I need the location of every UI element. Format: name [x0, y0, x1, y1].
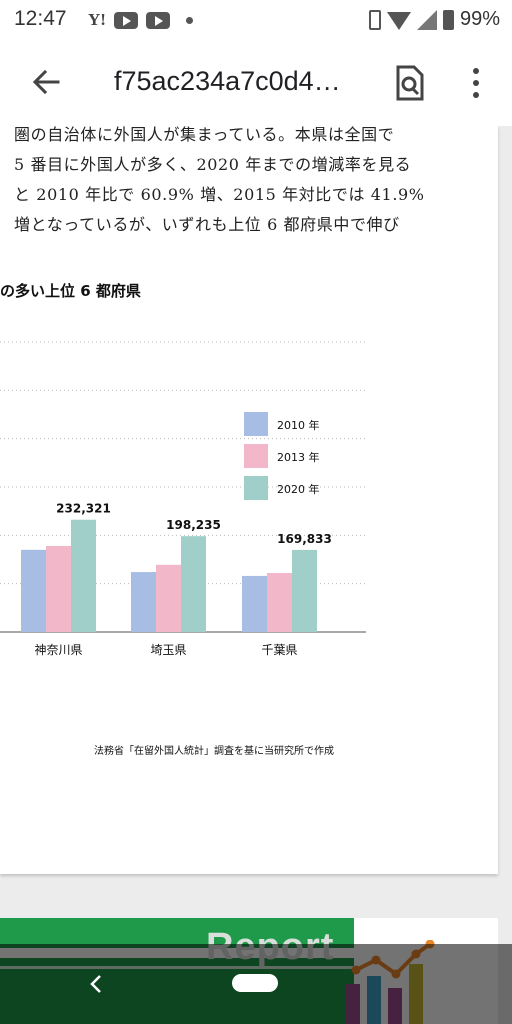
chart-bar — [242, 575, 267, 632]
more-vert-icon[interactable] — [466, 66, 486, 100]
nav-back-icon[interactable] — [88, 974, 104, 994]
bar-chart: 神奈川県 232,321 埼玉県 198,235 千葉県 169,833 2010 年 201… — [0, 341, 368, 657]
yahoo-icon: Y! — [88, 10, 106, 29]
article-body: 圏の自治体に外国人が集まっている。本県は全国で 5 番目に外国人が多く、2020… — [14, 126, 425, 240]
article-line: 5 番目に外国人が多く、2020 年までの増減率を見る — [14, 155, 412, 174]
chart-bar — [181, 536, 206, 632]
chart-data-label: 232,321 — [56, 502, 111, 516]
chart-legend-label: 2013 年 — [277, 450, 320, 464]
chart-category-label: 神奈川県 — [34, 643, 82, 657]
document-title: f75ac234a7c0d4… — [114, 66, 341, 96]
article-line: 増となっているが、いずれも上位 6 都府県中で伸び — [14, 215, 400, 234]
chart-bar — [46, 545, 71, 632]
signal-icon — [416, 9, 437, 30]
chart-bar — [267, 573, 292, 632]
chart-bar — [131, 572, 156, 632]
back-arrow-icon[interactable] — [28, 64, 64, 100]
chart-legend-swatch — [244, 412, 268, 436]
home-pill-icon[interactable] — [232, 974, 278, 992]
chart-legend-label: 2020 年 — [277, 482, 320, 496]
chart-category-label: 埼玉県 — [150, 643, 186, 657]
battery-level: 99% — [459, 8, 500, 30]
app-bar: f75ac234a7c0d4… — [0, 40, 512, 126]
chart-legend-label: 2010 年 — [277, 418, 320, 432]
article-line: 圏の自治体に外国人が集まっている。本県は全国で — [14, 126, 395, 144]
document-page[interactable]: 圏の自治体に外国人が集まっている。本県は全国で 5 番目に外国人が多く、2020… — [0, 126, 498, 874]
youtube-icon — [113, 11, 138, 29]
battery-icon — [442, 9, 454, 30]
chart-bar — [156, 564, 181, 632]
navigation-bar — [0, 944, 512, 1024]
chart-data-label: 198,235 — [166, 518, 221, 532]
youtube-icon — [145, 11, 170, 29]
chart-heading: の多い上位 6 都府県 — [0, 282, 141, 300]
status-bar: 12:47 Y! 99% — [0, 0, 512, 40]
chart-bar — [71, 519, 96, 632]
vibrate-icon — [368, 9, 381, 30]
status-time: 12:47 — [14, 7, 67, 30]
dot-icon — [185, 16, 193, 24]
chart-source-note: 法務省「在留外国人統計」調査を基に当研究所で作成 — [94, 746, 334, 757]
chart-category-label: 千葉県 — [261, 643, 297, 657]
document-search-icon[interactable] — [394, 64, 426, 102]
chart-bar — [21, 549, 46, 632]
chart-legend-swatch — [244, 444, 268, 468]
chart-data-label: 169,833 — [277, 532, 332, 546]
wifi-icon — [386, 11, 411, 30]
chart-bar — [292, 549, 317, 632]
article-line: と 2010 年比で 60.9% 増、2015 年対比では 41.9% — [14, 185, 425, 204]
status-system-icons: 99% — [368, 8, 500, 31]
chart-legend-swatch — [244, 476, 268, 500]
status-notification-icons: Y! — [88, 10, 193, 30]
